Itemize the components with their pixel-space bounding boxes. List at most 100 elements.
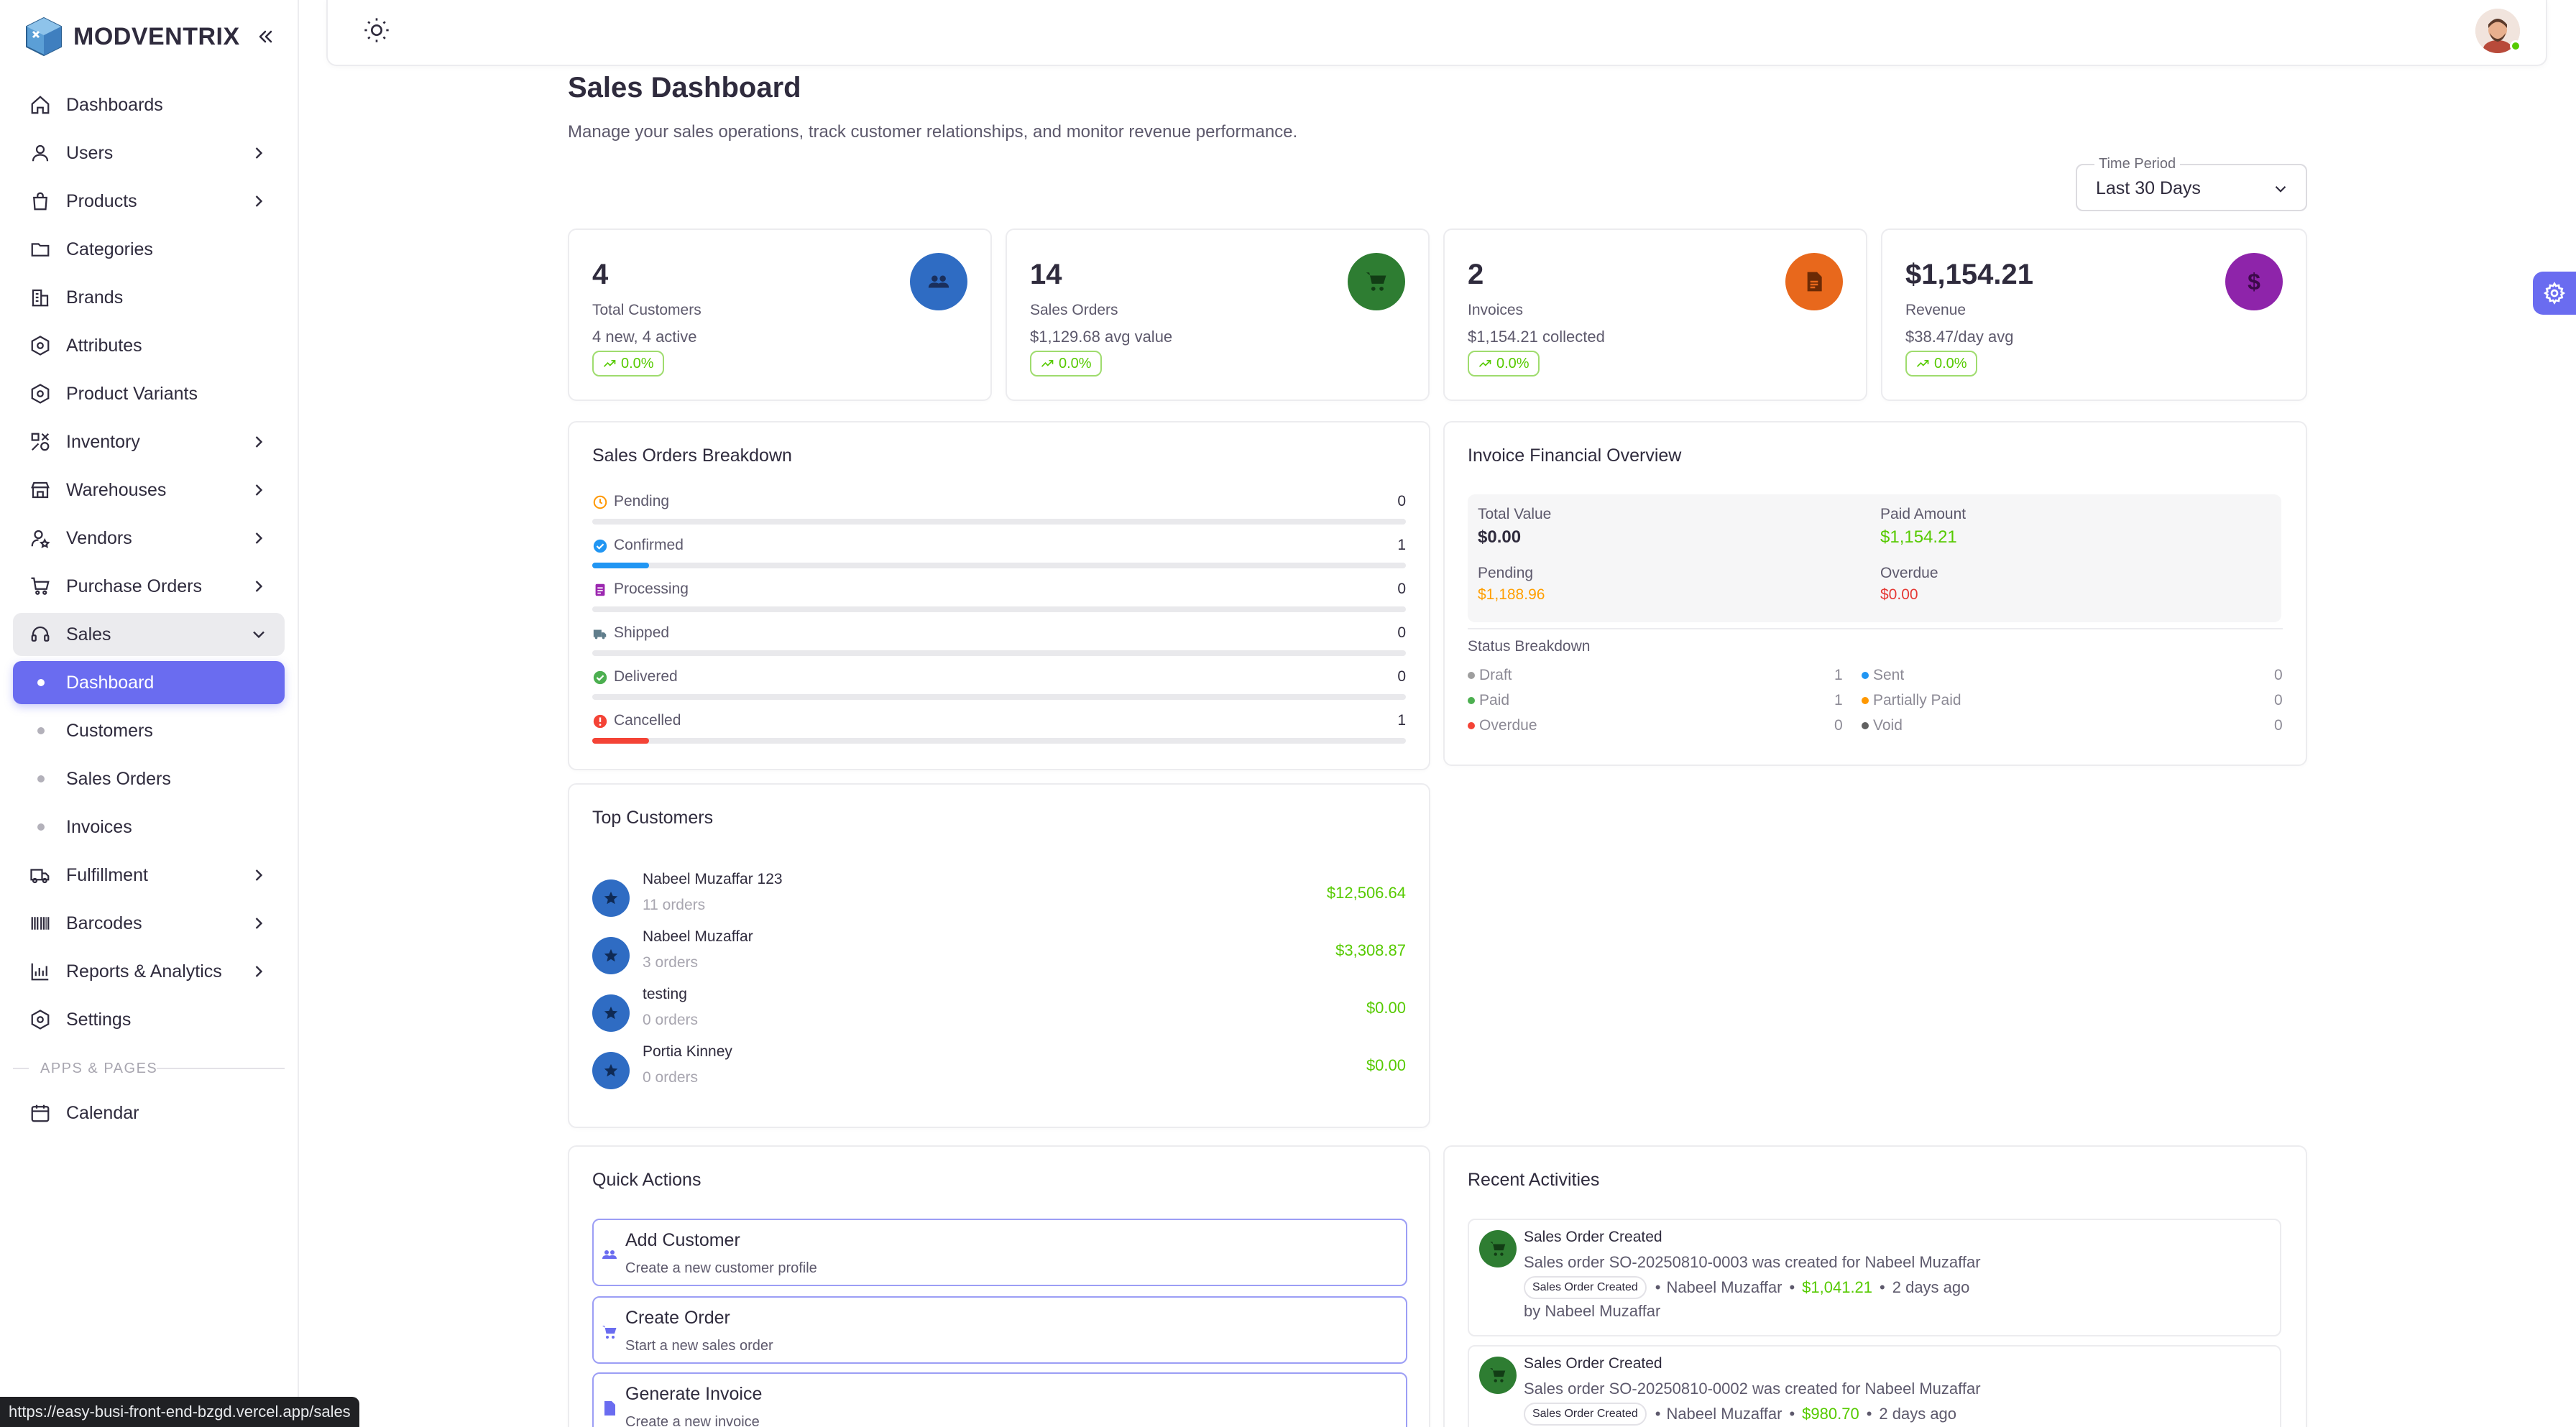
trending-up-icon: [1041, 360, 1054, 367]
generate-invoice-button[interactable]: Generate Invoice Create a new invoice: [592, 1372, 1407, 1427]
check-circle-icon: [593, 539, 607, 553]
customer-amount: $12,506.64: [1326, 884, 1406, 902]
sidebar-item-calendar[interactable]: Calendar: [13, 1091, 285, 1135]
action-subtitle: Create a new customer profile: [625, 1260, 817, 1276]
chevron-down-icon: [253, 631, 264, 639]
sidebar-item-product-variants[interactable]: Product Variants: [13, 372, 285, 415]
sidebar-item-label: Warehouses: [66, 479, 167, 500]
sidebar-subitem-dashboard[interactable]: Dashboard: [13, 661, 285, 704]
stat-label: Total Customers: [592, 302, 702, 318]
sidebar-item-sales[interactable]: Sales: [13, 613, 285, 656]
activity-meta: Sales Order Created • Nabeel Muzaffar • …: [1524, 1403, 1964, 1426]
stat-card-revenue: $1,154.21 Revenue $38.47/day avg 0.0% $: [1881, 228, 2307, 401]
stat-card-customers: 4 Total Customers 4 new, 4 active 0.0%: [568, 228, 992, 401]
card-title: Recent Activities: [1468, 1170, 1600, 1190]
sidebar-item-fulfillment[interactable]: Fulfillment: [13, 854, 285, 897]
trend-badge: 0.0%: [1905, 351, 1977, 377]
status-partially-paid: Partially Paid: [1862, 692, 1961, 709]
stat-card-sales-orders: 14 Sales Orders $1,129.68 avg value 0.0%: [1006, 228, 1430, 401]
customizer-button[interactable]: [2533, 272, 2576, 315]
status-dot: [1468, 672, 1475, 679]
total-value: Total Value $0.00: [1478, 506, 1551, 548]
status-sent: Sent: [1862, 667, 1904, 684]
total-value-amount: $0.00: [1478, 527, 1522, 547]
sidebar-item-label: Products: [66, 190, 137, 211]
activity-item[interactable]: Sales Order Created Sales order SO-20250…: [1468, 1345, 2281, 1427]
status-dot: [1862, 697, 1869, 704]
progress-fill: [592, 563, 650, 568]
sidebar-item-vendors[interactable]: Vendors: [13, 517, 285, 560]
sidebar-item-attributes[interactable]: Attributes: [13, 324, 285, 367]
cart-icon: [1479, 1357, 1517, 1394]
sidebar-item-categories[interactable]: Categories: [13, 228, 285, 271]
customer-amount: $0.00: [1366, 999, 1406, 1017]
financial-summary: Total Value $0.00 Paid Amount $1,154.21 …: [1468, 494, 2281, 622]
total-value-label: Total Value: [1478, 506, 1552, 522]
link-preview-url: https://easy-busi-front-end-bzgd.vercel.…: [0, 1397, 359, 1427]
folder-icon: [29, 238, 52, 261]
sidebar-item-brands[interactable]: Brands: [13, 276, 285, 319]
action-subtitle: Create a new invoice: [625, 1414, 760, 1427]
bullet-icon: [37, 679, 45, 686]
activity-item[interactable]: Sales Order Created Sales order SO-20250…: [1468, 1219, 2281, 1336]
online-status-dot: [2510, 40, 2521, 52]
sidebar-subitem-invoices[interactable]: Invoices: [13, 805, 285, 849]
sidebar-item-users[interactable]: Users: [13, 131, 285, 175]
stat-detail: $38.47/day avg: [1905, 328, 2014, 346]
pending-label: Pending: [1478, 565, 1534, 581]
trend-badge: 0.0%: [1030, 351, 1102, 377]
stat-value: 4: [592, 259, 609, 290]
customer-name: testing: [643, 986, 687, 1002]
chevron-right-icon: [255, 918, 263, 929]
avatar[interactable]: [2475, 9, 2520, 53]
stat-value: $1,154.21: [1905, 259, 2033, 290]
sidebar-item-warehouses[interactable]: Warehouses: [13, 468, 285, 512]
star-icon: [592, 879, 630, 917]
add-customer-button[interactable]: Add Customer Create a new customer profi…: [592, 1219, 1407, 1286]
chevron-right-icon: [255, 147, 263, 159]
sidebar-item-settings[interactable]: Settings: [13, 998, 285, 1041]
shapes-icon: [29, 430, 52, 453]
sidebar-item-label: Brands: [66, 287, 124, 308]
store-icon: [29, 479, 52, 502]
sidebar-subitem-sales-orders[interactable]: Sales Orders: [13, 757, 285, 800]
create-order-button[interactable]: Create Order Start a new sales order: [592, 1296, 1407, 1364]
page-subtitle: Manage your sales operations, track cust…: [568, 122, 1298, 142]
sidebar-item-barcodes[interactable]: Barcodes: [13, 902, 285, 945]
activity-type-chip: Sales Order Created: [1524, 1276, 1647, 1299]
customer-row[interactable]: Nabeel Muzaffar 123 11 orders $12,506.64: [592, 871, 1406, 921]
trend-badge: 0.0%: [1468, 351, 1540, 377]
customer-row[interactable]: Nabeel Muzaffar 3 orders $3,308.87: [592, 928, 1406, 979]
bullet-icon: [37, 775, 45, 782]
customer-row[interactable]: Portia Kinney 0 orders $0.00: [592, 1043, 1406, 1094]
stat-label: Sales Orders: [1030, 302, 1118, 318]
sidebar-item-products[interactable]: Products: [13, 180, 285, 223]
sidebar-item-inventory[interactable]: Inventory: [13, 420, 285, 463]
sidebar-item-purchase-orders[interactable]: Purchase Orders: [13, 565, 285, 608]
clipboard-icon: [595, 583, 605, 596]
status-count: 1: [1834, 692, 1843, 708]
time-period-label: Time Period: [2094, 156, 2181, 172]
receipt-icon: [1785, 253, 1843, 310]
activity-time: 2 days ago: [1892, 1278, 1970, 1296]
stat-detail: $1,154.21 collected: [1468, 328, 1605, 346]
nav-section-header: APPS & PAGES: [13, 1054, 285, 1083]
time-period-select[interactable]: Time Period Last 30 Days: [2076, 156, 2307, 211]
customer-row[interactable]: testing 0 orders $0.00: [592, 986, 1406, 1036]
activity-type-chip: Sales Order Created: [1524, 1403, 1647, 1426]
chevron-right-icon: [255, 581, 263, 592]
collapse-sidebar-icon[interactable]: [253, 24, 277, 49]
paid-amount: Paid Amount $1,154.21: [1880, 506, 1966, 548]
sidebar-item-reports-analytics[interactable]: Reports & Analytics: [13, 950, 285, 993]
meta-separator: •: [1655, 1278, 1661, 1296]
sidebar-item-label: Attributes: [66, 335, 142, 356]
sun-icon[interactable]: [362, 16, 391, 45]
sidebar-subitem-customers[interactable]: Customers: [13, 709, 285, 752]
brand[interactable]: MODVENTRIX: [23, 16, 240, 57]
progress-track: [592, 694, 1406, 700]
breakdown-count: 0: [1397, 668, 1406, 685]
users-icon: [910, 253, 967, 310]
sidebar-item-dashboards[interactable]: Dashboards: [13, 83, 285, 126]
status-overdue: Overdue: [1468, 717, 1537, 734]
breakdown-row-pending: Pending 0: [592, 493, 1406, 533]
